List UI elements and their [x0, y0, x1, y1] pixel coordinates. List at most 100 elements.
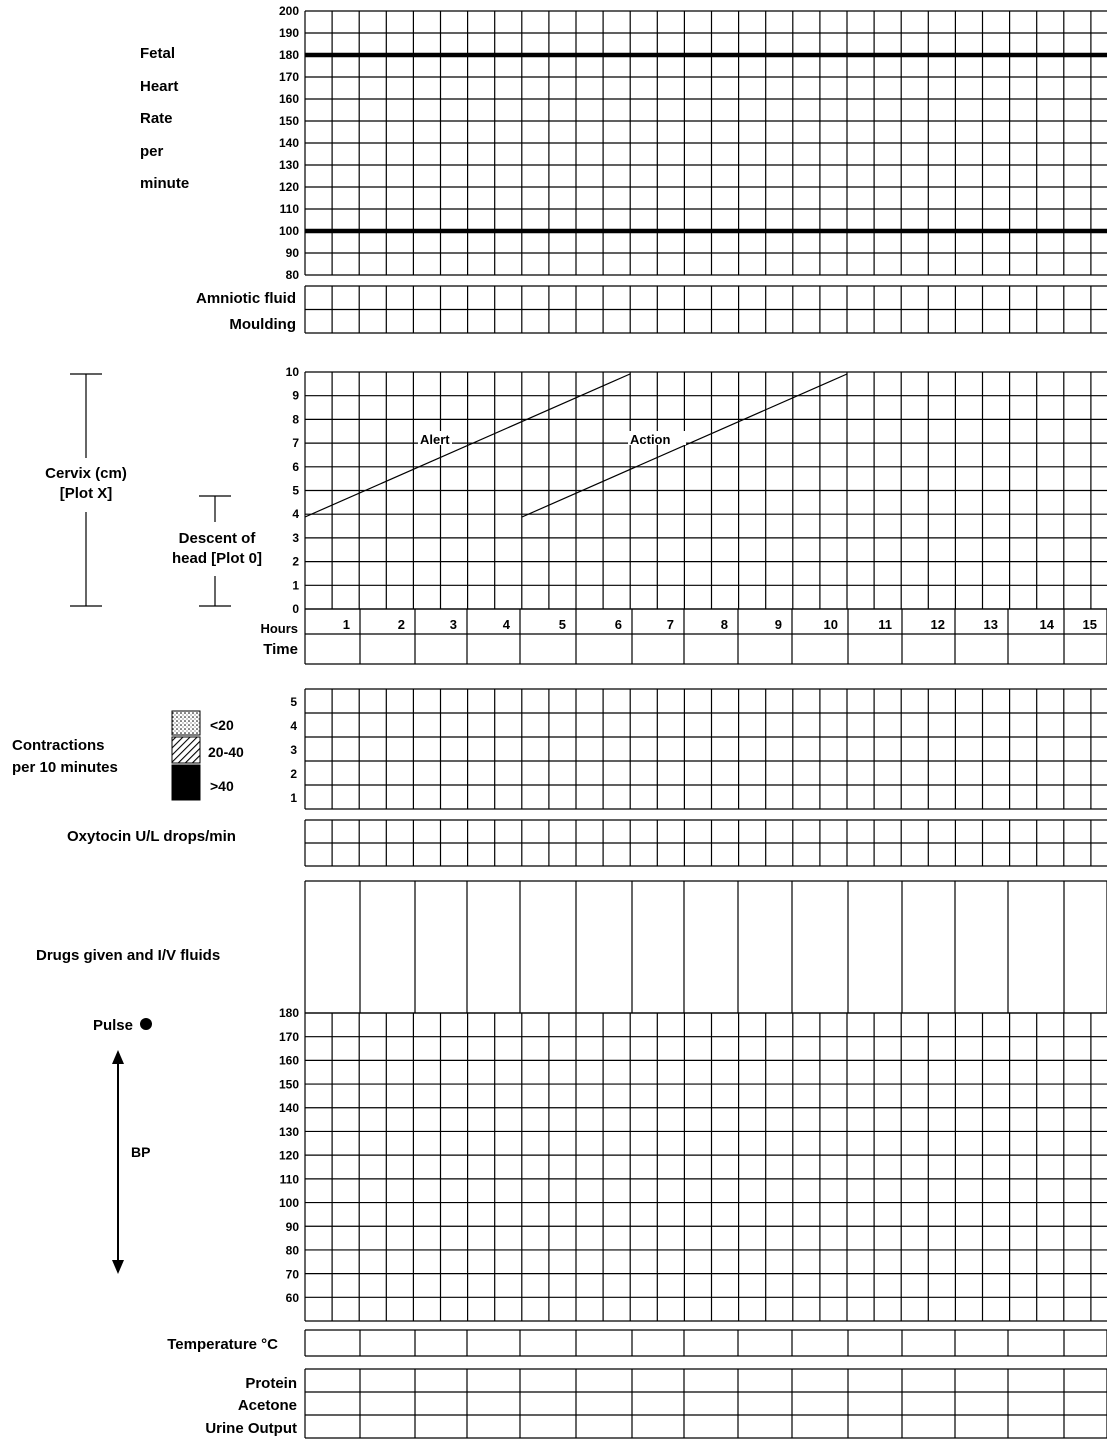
fhr-tick-labels: 200 190 180 170 160 150 140 130 120 110 100 90 80: [279, 4, 299, 282]
hours-time-section: Hours Time 1 2 3 4 5 6 7 8 9 10 11 12 13 14 15: [260, 608, 1107, 665]
action-label: Action: [630, 432, 671, 447]
hour-number: 12: [931, 617, 945, 632]
fhr-tick-label: 80: [286, 268, 300, 282]
fhr-tick-label: 130: [279, 158, 299, 172]
hour-number: 11: [878, 617, 892, 632]
hour-number: 2: [398, 617, 405, 632]
pulse-bp-tick-label: 180: [279, 1006, 299, 1020]
hour-number: 8: [721, 617, 728, 632]
urine-output-label: Urine Output: [205, 1420, 297, 1437]
time-entry-grid[interactable]: [304, 608, 1107, 665]
fhr-tick-label: 110: [280, 202, 300, 216]
pulse-dot-icon: [140, 1018, 152, 1030]
pulse-bp-grid[interactable]: [304, 1012, 1107, 1322]
hour-number: 15: [1083, 617, 1097, 632]
fhr-tick-label: 190: [279, 26, 299, 40]
acetone-label: Acetone: [238, 1397, 297, 1414]
bp-double-arrow-icon: [112, 1050, 124, 1274]
cervix-tick-label: 1: [292, 578, 299, 592]
moulding-label: Moulding: [229, 316, 296, 333]
drugs-section: Drugs given and I/V fluids: [36, 880, 1107, 1014]
fhr-tick-label: 200: [279, 4, 299, 18]
hour-number-labels: 1 2 3 4 5 6 7 8 9 10 11 12 13 14 15: [343, 617, 1097, 632]
pulse-bp-tick-label: 60: [286, 1291, 300, 1305]
contraction-legend: <20 20-40 >40: [171, 710, 244, 801]
cervix-tick-label: 10: [286, 365, 300, 379]
protein-label: Protein: [245, 1375, 297, 1392]
pulse-bp-tick-labels: 180 170 160 150 140 130 120 110 100 90 80 70 60: [279, 1006, 299, 1305]
fhr-label-per: per: [140, 143, 164, 160]
fetal-heart-rate-grid[interactable]: [304, 10, 1107, 276]
20-40-hatched-swatch-icon: [171, 736, 201, 764]
cervix-range-bracket-icon: [70, 373, 102, 607]
pulse-bp-tick-label: 120: [279, 1149, 299, 1163]
fhr-tick-label: 180: [279, 48, 299, 62]
pulse-bp-tick-label: 90: [286, 1220, 300, 1234]
alert-label-backing: [418, 431, 452, 445]
hour-number: 14: [1040, 617, 1055, 632]
contraction-tick-label: 4: [290, 719, 297, 733]
fetal-heart-rate-section: Fetal Heart Rate per minute 200 190 180 170…: [140, 4, 1107, 282]
contraction-tick-label: 2: [290, 767, 297, 781]
urine-grid[interactable]: [304, 1368, 1107, 1439]
pulse-bp-tick-label: 160: [279, 1054, 299, 1068]
cervix-tick-label: 7: [292, 436, 299, 450]
cervix-descent-section: Cervix (cm) [Plot X] Descent of head [Pl…: [45, 365, 1107, 616]
pulse-bp-tick-label: 140: [279, 1101, 299, 1115]
action-label-backing: [628, 431, 686, 445]
contractions-label-line1: Contractions: [12, 737, 105, 754]
legend-gt40: >40: [210, 778, 234, 794]
contractions-grid[interactable]: [304, 688, 1107, 810]
hour-number: 10: [824, 617, 838, 632]
hours-label: Hours: [260, 621, 298, 636]
alert-line: [304, 373, 631, 518]
amniotic-moulding-grid[interactable]: [304, 285, 1107, 334]
amniotic-fluid-label: Amniotic fluid: [196, 290, 296, 307]
hour-number: 6: [615, 617, 622, 632]
oxytocin-section: Oxytocin U/L drops/min: [67, 819, 1107, 867]
cervix-tick-label: 6: [292, 460, 299, 474]
bp-label: BP: [131, 1144, 150, 1160]
oxytocin-label: Oxytocin U/L drops/min: [67, 828, 236, 845]
amniotic-moulding-section: Amniotic fluid Moulding: [196, 285, 1107, 334]
time-label: Time: [263, 641, 298, 658]
cervix-tick-label: 4: [292, 507, 299, 521]
fhr-label-rate: Rate: [140, 110, 173, 127]
alert-label: Alert: [420, 432, 450, 447]
contractions-label-line2: per 10 minutes: [12, 759, 118, 776]
cervix-label-line1: Cervix (cm): [45, 465, 127, 482]
fhr-label-fetal: Fetal: [140, 45, 175, 62]
pulse-bp-tick-label: 100: [279, 1196, 299, 1210]
cervix-tick-label: 8: [292, 412, 299, 426]
legend-lt20: <20: [210, 717, 234, 733]
contraction-tick-labels: 5 4 3 2 1: [290, 695, 297, 805]
pulse-bp-section: Pulse BP 180 170 160 150 140 130 120 110 100 90 80…: [93, 1006, 1107, 1322]
descent-range-bracket-icon: [199, 495, 231, 607]
gt40-solid-swatch-icon: [171, 764, 201, 801]
hour-number: 1: [343, 617, 350, 632]
drugs-label: Drugs given and I/V fluids: [36, 947, 220, 964]
cervix-descent-grid[interactable]: [304, 371, 1107, 610]
descent-label-line1: Descent of: [179, 530, 257, 547]
pulse-bp-tick-label: 80: [286, 1244, 300, 1258]
contractions-section: Contractions per 10 minutes <20 20-40 >4…: [12, 688, 1107, 810]
pulse-bp-tick-label: 150: [279, 1077, 299, 1091]
hour-number: 7: [667, 617, 674, 632]
hour-number: 5: [559, 617, 566, 632]
pulse-label: Pulse: [93, 1017, 133, 1034]
drugs-grid[interactable]: [304, 880, 1107, 1014]
contraction-tick-label: 3: [290, 743, 297, 757]
hour-number: 3: [450, 617, 457, 632]
temperature-label: Temperature °C: [167, 1336, 278, 1353]
hour-number: 13: [984, 617, 998, 632]
descent-label-line2: head [Plot 0]: [172, 550, 262, 567]
fhr-label-heart: Heart: [140, 78, 178, 95]
oxytocin-grid[interactable]: [304, 819, 1107, 867]
temperature-grid[interactable]: [304, 1329, 1107, 1357]
cervix-tick-label: 9: [292, 389, 299, 403]
contraction-tick-label: 1: [290, 791, 297, 805]
temperature-section: Temperature °C: [167, 1329, 1107, 1357]
contraction-tick-label: 5: [290, 695, 297, 709]
lt20-dotted-swatch-icon: [171, 710, 201, 736]
